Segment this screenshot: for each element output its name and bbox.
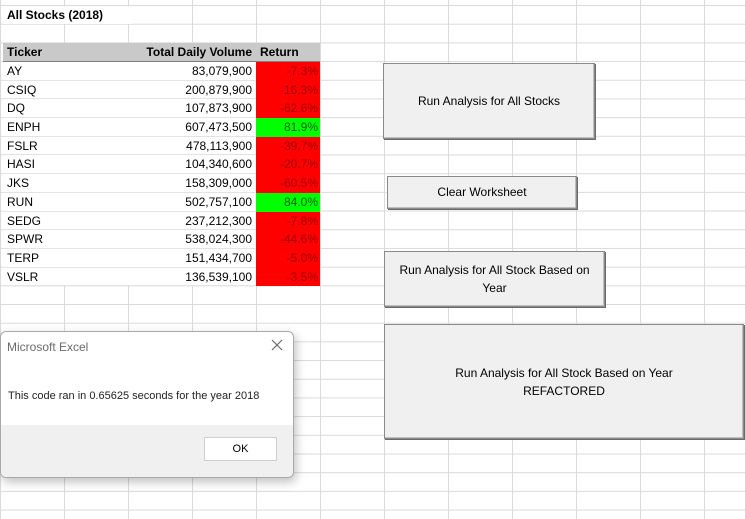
run-analysis-by-year-refactored-button[interactable]: Run Analysis for All Stock Based on Year… [384,324,744,439]
ticker-cell[interactable]: VSLR [3,267,131,287]
run-analysis-refactored-label-line1: Run Analysis for All Stock Based on Year [455,365,673,380]
ticker-cell[interactable]: HASI [3,155,131,175]
return-cell[interactable]: -5.0% [256,248,320,268]
return-cell[interactable]: -39.7% [256,136,320,156]
ticker-cell[interactable]: RUN [3,192,131,212]
close-icon[interactable] [271,338,283,354]
ticker-cell[interactable]: DQ [3,99,131,119]
header-volume[interactable]: Total Daily Volume [131,43,256,62]
run-analysis-by-year-label: Run Analysis for All Stock Based on Year [399,263,590,295]
table-row: TERP 151,434,700 -5.0% [3,248,320,268]
return-cell[interactable]: 81.9% [256,118,320,137]
message-box: Microsoft Excel This code ran in 0.65625… [0,331,294,478]
volume-cell[interactable]: 151,434,700 [131,248,256,268]
ok-button[interactable]: OK [204,437,277,461]
dialog-message: This code ran in 0.65625 seconds for the… [8,390,260,402]
return-cell[interactable]: -62.6% [256,99,320,119]
table-row: FSLR 478,113,900 -39.7% [3,136,320,156]
dialog-title: Microsoft Excel [7,340,89,354]
volume-cell[interactable]: 502,757,100 [131,192,256,212]
clear-worksheet-button[interactable]: Clear Worksheet [387,176,577,209]
ticker-cell[interactable]: JKS [3,174,131,193]
ticker-cell[interactable]: TERP [3,248,131,268]
run-analysis-by-year-button[interactable]: Run Analysis for All Stock Based on Year [384,251,605,307]
header-return[interactable]: Return [256,43,320,62]
volume-cell[interactable]: 83,079,900 [131,62,256,81]
volume-cell[interactable]: 237,212,300 [131,211,256,231]
table-row: RUN 502,757,100 84.0% [3,192,320,212]
ticker-cell[interactable]: FSLR [3,136,131,156]
table-row: ENPH 607,473,500 81.9% [3,118,320,137]
run-analysis-all-stocks-button[interactable]: Run Analysis for All Stocks [383,63,595,139]
ticker-cell[interactable]: ENPH [3,118,131,137]
volume-cell[interactable]: 136,539,100 [131,267,256,287]
return-cell[interactable]: 84.0% [256,192,320,212]
return-cell[interactable]: -7.3% [256,62,320,81]
return-cell[interactable]: -3.5% [256,267,320,287]
sheet-title: All Stocks (2018) [3,6,131,24]
ticker-cell[interactable]: CSIQ [3,80,131,100]
volume-cell[interactable]: 104,340,600 [131,155,256,175]
header-ticker[interactable]: Ticker [3,43,131,62]
table-row: VSLR 136,539,100 -3.5% [3,267,320,287]
return-cell[interactable]: -7.8% [256,211,320,231]
volume-cell[interactable]: 107,873,900 [131,99,256,119]
ticker-cell[interactable]: SEDG [3,211,131,231]
table-row: SEDG 237,212,300 -7.8% [3,211,320,231]
table-row: JKS 158,309,000 -60.5% [3,174,320,193]
clear-worksheet-label: Clear Worksheet [437,185,527,199]
dialog-footer: OK [1,425,293,477]
table-row: DQ 107,873,900 -62.6% [3,99,320,119]
stock-table: AY 83,079,900 -7.3% CSIQ 200,879,900 -16.3% DQ… [3,62,320,287]
run-analysis-all-stocks-label: Run Analysis for All Stocks [417,94,561,108]
table-row: HASI 104,340,600 -20.7% [3,155,320,175]
return-cell[interactable]: -60.5% [256,174,320,193]
table-row: SPWR 538,024,300 -44.6% [3,230,320,249]
table-row: AY 83,079,900 -7.3% [3,62,320,81]
volume-cell[interactable]: 538,024,300 [131,230,256,249]
volume-cell[interactable]: 158,309,000 [131,174,256,193]
volume-cell[interactable]: 607,473,500 [131,118,256,137]
close-icon-glyph [271,339,283,351]
volume-cell[interactable]: 200,879,900 [131,80,256,100]
ticker-cell[interactable]: AY [3,62,131,81]
volume-cell[interactable]: 478,113,900 [131,136,256,156]
return-cell[interactable]: -20.7% [256,155,320,175]
run-analysis-refactored-label-line2: REFACTORED [523,383,605,398]
ticker-cell[interactable]: SPWR [3,230,131,249]
return-cell[interactable]: -16.3% [256,80,320,100]
return-cell[interactable]: -44.6% [256,230,320,249]
table-row: CSIQ 200,879,900 -16.3% [3,80,320,100]
